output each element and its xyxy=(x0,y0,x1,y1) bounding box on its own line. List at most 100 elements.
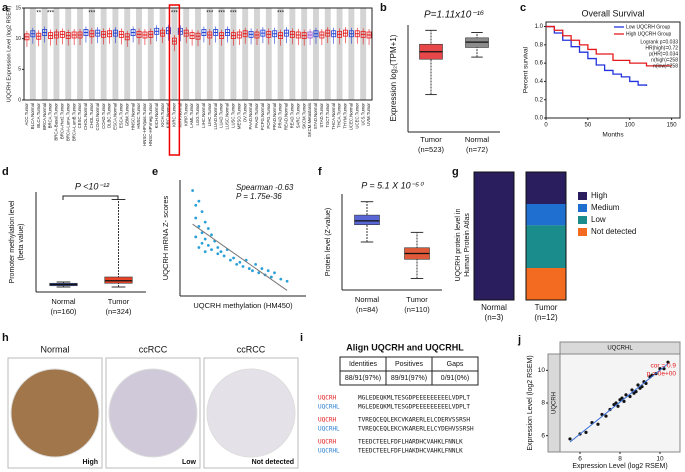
point xyxy=(251,269,254,273)
point xyxy=(200,231,204,235)
sequence: MGLEDEQKMLTESGDPEEEEEEEEELVDPLT xyxy=(358,404,470,411)
band xyxy=(277,8,284,100)
legend-label: High UQCRH Group xyxy=(626,31,672,37)
x-tick-label: LUSC.Normal xyxy=(225,103,230,130)
x-tick-label: STAD.Tumor xyxy=(319,102,324,127)
stat-label: n(low)=258 xyxy=(653,63,678,69)
y-axis-label: Promoter methylation level xyxy=(9,200,16,283)
band xyxy=(289,8,296,100)
x-tick-label: BRCA.Tumor xyxy=(48,102,53,128)
band xyxy=(230,8,237,100)
point xyxy=(628,394,632,399)
x-tick-label: 10 xyxy=(656,456,664,463)
y-tick-label: 8 xyxy=(541,400,545,407)
seq-name: UQCRHL xyxy=(318,448,340,455)
point xyxy=(640,385,644,389)
point xyxy=(203,237,207,241)
corner-label: High xyxy=(82,459,98,466)
x-tick-label: COAD.Normal xyxy=(95,103,100,131)
band xyxy=(324,8,331,100)
corner-label: Low xyxy=(182,459,197,466)
strip-label: UQCRHL xyxy=(607,346,633,352)
x-tick-label: KIRC.Tumor xyxy=(172,102,177,126)
x-tick-label: SKCM.Tumor xyxy=(301,102,306,128)
x-axis-label: UQCRH methylation (HM450) xyxy=(193,301,293,310)
x-tick-label: LIHC.Tumor xyxy=(207,102,212,126)
legend-swatch xyxy=(578,204,587,212)
x-tick-label: SKCM.Metastasis xyxy=(307,103,312,137)
legend-label: Not detected xyxy=(591,227,636,236)
point xyxy=(203,250,207,254)
x-tick-label: CESC.Tumor xyxy=(77,102,82,128)
seq-name: UQCRH xyxy=(318,395,336,402)
point xyxy=(232,256,235,260)
y-tick-label: 0.2 xyxy=(535,97,544,103)
band xyxy=(65,8,72,100)
x-tick-label: LGG.Tumor xyxy=(195,102,200,125)
x-tick-label: THCA.Normal xyxy=(331,103,336,130)
stat-label: Logrank p=0.033 xyxy=(640,39,678,45)
x-tick-label: KIRP.Tumor xyxy=(183,102,188,125)
x-tick-label: ACC.Tumor xyxy=(24,102,29,125)
band xyxy=(195,8,201,100)
band xyxy=(301,8,308,100)
stat-label: P=1.11x10⁻¹⁶ xyxy=(424,10,484,21)
x-tick-label: LUAD.Normal xyxy=(213,103,218,130)
annotation: cor = 0.9 xyxy=(651,363,677,370)
point xyxy=(269,275,273,279)
panel-label: f xyxy=(318,166,322,178)
plot-frame xyxy=(545,21,681,119)
x-axis-label: Months xyxy=(602,132,624,139)
point xyxy=(194,203,198,207)
y-tick-label: 10 xyxy=(15,36,21,42)
y-tick-label: 0 xyxy=(18,97,21,103)
tissue-core xyxy=(206,368,296,458)
x-tick-label: LIHC.Normal xyxy=(201,103,206,128)
x-tick-label: BLCA.Normal xyxy=(30,103,35,129)
legend-swatch xyxy=(578,228,587,236)
band xyxy=(360,8,367,100)
significance: *** xyxy=(88,11,96,17)
y-tick-label: 10 xyxy=(538,367,546,374)
x-tick-label: Normal xyxy=(51,297,76,306)
x-tick-label: OV.Tumor xyxy=(242,102,247,122)
band xyxy=(136,8,142,100)
point xyxy=(266,269,270,273)
image-title: ccRCC xyxy=(237,344,266,354)
n-label: (n=523) xyxy=(418,145,445,154)
legend-label: High xyxy=(591,191,607,200)
point xyxy=(203,220,207,224)
point xyxy=(624,393,628,397)
point xyxy=(222,254,226,258)
panel-label: a xyxy=(2,2,9,14)
tissue-core xyxy=(10,368,100,458)
point xyxy=(229,258,232,262)
point xyxy=(194,235,198,239)
highlight xyxy=(168,4,181,156)
stat-label: HR(high)=0.72 xyxy=(645,45,678,51)
point xyxy=(666,360,670,364)
band xyxy=(348,8,355,100)
y-tick-label: 0.6 xyxy=(535,61,544,67)
bar-outline xyxy=(525,171,567,301)
x-tick-label: READ.Normal xyxy=(284,103,289,130)
survival-curve xyxy=(546,25,672,67)
x-tick-label: COAD.Tumor xyxy=(101,102,106,128)
significance: *** xyxy=(206,11,214,17)
seq-name: UQCRH xyxy=(318,439,336,446)
x-tick-label: BRCA.Normal xyxy=(42,103,47,130)
point xyxy=(279,277,283,281)
point xyxy=(206,243,210,247)
x-tick-label: SARC.Tumor xyxy=(295,102,300,128)
x-tick-label: Tumor xyxy=(535,303,558,312)
band xyxy=(41,8,48,100)
x-axis-label: Expression Level (log2 RSEM) xyxy=(572,463,667,470)
point xyxy=(622,399,626,403)
point xyxy=(206,227,210,230)
stat-label: P = 5.1 X 10⁻⁵⁰ xyxy=(361,180,424,190)
x-tick-label: Normal xyxy=(355,295,380,304)
x-tick-label: BLCA.Tumor xyxy=(36,102,41,127)
n-label: (n=72) xyxy=(466,145,488,154)
significance: ** xyxy=(36,11,41,17)
significance: *** xyxy=(171,11,179,17)
